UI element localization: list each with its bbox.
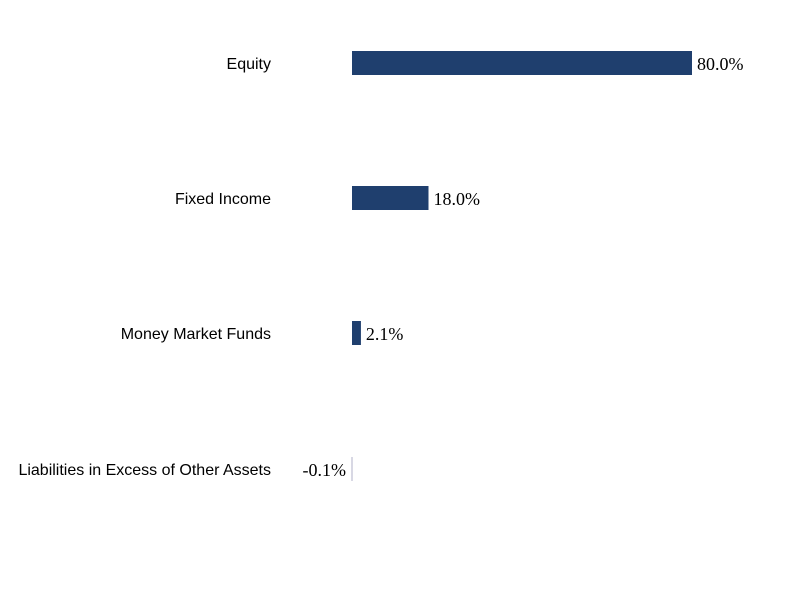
bar xyxy=(352,321,361,345)
value-label: 18.0% xyxy=(434,189,481,209)
value-label: 80.0% xyxy=(697,54,744,74)
bar xyxy=(352,51,692,75)
category-label: Liabilities in Excess of Other Assets xyxy=(18,462,271,479)
bar xyxy=(352,186,429,210)
category-label: Equity xyxy=(227,56,271,73)
value-label: -0.1% xyxy=(303,460,347,480)
value-label: 2.1% xyxy=(366,324,404,344)
category-label: Money Market Funds xyxy=(121,326,271,343)
category-label: Fixed Income xyxy=(175,191,271,208)
